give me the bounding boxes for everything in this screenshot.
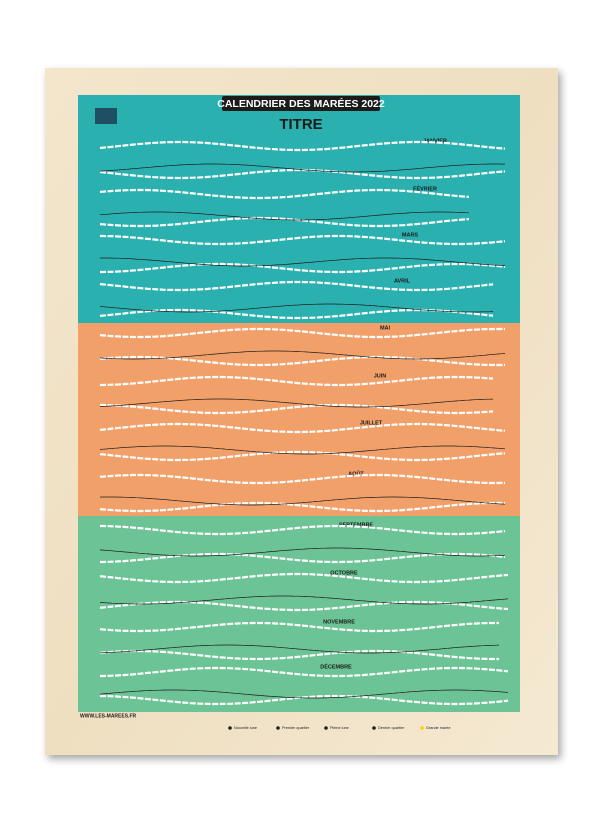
tide-band-top <box>99 327 506 339</box>
tide-band-top <box>100 524 506 536</box>
tide-band-bottom <box>99 450 506 462</box>
tide-curve <box>99 689 509 699</box>
legend-icon <box>276 726 280 730</box>
tide-curve <box>99 595 509 605</box>
tide-band-bottom <box>99 649 499 661</box>
website: WWW.LES-MAREES.FR <box>80 713 136 719</box>
summer-panel <box>78 323 520 516</box>
month-label: MARS <box>402 232 419 238</box>
tide-curve <box>100 257 506 267</box>
tide-band-top <box>99 280 494 292</box>
legend-label: Nouvelle lune <box>234 726 257 730</box>
month-label: JUILLET <box>360 420 383 426</box>
legend-icon <box>228 726 232 730</box>
title-banner <box>222 96 380 111</box>
winter-spring-panel <box>78 95 520 323</box>
month-label: DÉCEMBRE <box>320 662 352 670</box>
tide-curve <box>99 445 506 455</box>
tide-curve <box>99 398 494 408</box>
legend-icon <box>324 726 328 730</box>
month-label: OCTOBRE <box>330 570 358 576</box>
tide-band-top <box>99 188 470 200</box>
logo <box>95 108 117 124</box>
autumn-panel <box>78 516 520 712</box>
tide-curve <box>99 644 500 654</box>
poster-title: CALENDRIER DES MARÉES 2022 <box>217 97 385 110</box>
tide-band-top <box>100 666 509 678</box>
poster-subtitle: TITRE <box>279 116 322 133</box>
tide-band-top <box>100 375 494 387</box>
month-label: NOVEMBRE <box>323 619 355 625</box>
legend-label: Grande marée <box>426 726 450 730</box>
month-label: AVRIL <box>394 278 411 284</box>
legend: Nouvelle lune Premier quartier Pleine lune… <box>228 726 450 730</box>
tide-curve <box>99 496 506 506</box>
tide-curve <box>99 211 470 221</box>
month-label: MAI <box>380 325 391 331</box>
legend-label: Dernier quartier <box>378 726 405 730</box>
tide-band-top <box>100 234 506 246</box>
tide-band-top <box>99 473 505 485</box>
tide-band-bottom <box>99 501 505 513</box>
tide-band-bottom <box>99 216 470 228</box>
month-label: FÉVRIER <box>413 184 437 192</box>
tide-band-top <box>99 621 499 633</box>
legend-icon <box>372 726 376 730</box>
tide-rows: JANVIERFÉVRIERMARSAVRILMAIJUINJUILLETAOÛ… <box>99 138 509 706</box>
tide-band-top <box>99 422 506 434</box>
tide-band-bottom <box>99 600 509 612</box>
tide-curve <box>99 163 505 173</box>
legend-icon <box>420 726 424 730</box>
month-label: JUIN <box>374 373 387 379</box>
tide-curve <box>99 303 494 313</box>
tide-band-bottom <box>100 262 506 274</box>
tide-curve <box>99 547 506 557</box>
legend-label: Pleine lune <box>330 726 349 730</box>
tide-band-top <box>99 572 509 584</box>
tide-curve <box>99 350 506 360</box>
tide-band-top <box>99 140 506 152</box>
tide-band-bottom <box>100 694 509 706</box>
month-label: AOÛT <box>348 470 364 477</box>
tide-band-bottom <box>100 403 494 415</box>
legend-label: Premier quartier <box>282 726 310 730</box>
